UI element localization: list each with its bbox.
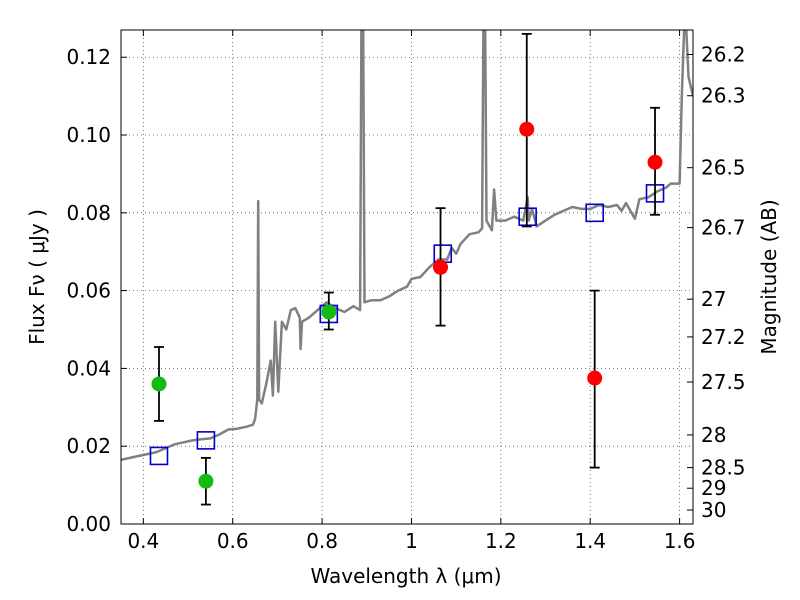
right-tick-label: 27: [701, 287, 726, 311]
right-tick-label: 28.5: [701, 456, 746, 480]
y-tick-label: 0.04: [66, 356, 111, 380]
right-tick-label: 30: [701, 498, 726, 522]
y-tick-label: 0.06: [66, 279, 111, 303]
right-tick-label: 27.2: [701, 325, 746, 349]
y-tick-label: 0.12: [66, 45, 111, 69]
right-tick-label: 29: [701, 476, 726, 500]
y-tick-label: 0.00: [66, 512, 111, 536]
x-tick-label: 0.6: [217, 529, 249, 553]
y-tick-label: 0.02: [66, 434, 111, 458]
observed-optical-point: [198, 473, 214, 489]
right-axis-label: Magnitude (AB): [757, 199, 781, 354]
x-tick-label: 1.4: [574, 529, 606, 553]
right-tick-label: 26.7: [701, 216, 746, 240]
model-spectrum-line: [121, 30, 693, 462]
right-tick-label: 26.2: [701, 43, 746, 67]
observed-infrared-point: [433, 259, 449, 275]
x-tick-label: 0.4: [127, 529, 159, 553]
model-photometry-point: [585, 203, 604, 223]
x-axis-label: Wavelength λ (μm): [310, 564, 501, 588]
axes: 0.4 0.6 0.8 1 1.2 1.4 1.6 0.00 0.02 0.04 0.06 0.08 0…: [66, 30, 746, 553]
observed-optical-point: [151, 376, 167, 392]
x-tick-label: 0.8: [306, 529, 338, 553]
x-tick-label: 1.6: [664, 529, 696, 553]
right-tick-label: 27.5: [701, 370, 746, 394]
x-tick-label: 1: [405, 529, 418, 553]
observed-infrared-point: [519, 121, 535, 137]
observed-infrared-point: [587, 370, 603, 386]
y-axis-label: Flux Fν ( μJy ): [25, 209, 49, 345]
right-tick-label: 26.5: [701, 156, 746, 180]
model-photometry-point: [149, 446, 169, 466]
data-area: [121, 30, 693, 506]
observed-optical-point: [321, 304, 337, 320]
y-tick-label: 0.08: [66, 201, 111, 225]
right-tick-label: 26.3: [701, 84, 746, 108]
grid: [121, 30, 693, 525]
x-tick-label: 1.2: [485, 529, 517, 553]
right-tick-label: 28: [701, 423, 726, 447]
plot-frame: [120, 29, 694, 525]
observed-infrared-point: [647, 154, 663, 170]
y-tick-label: 0.10: [66, 123, 111, 147]
model-photometry-point: [196, 431, 216, 450]
